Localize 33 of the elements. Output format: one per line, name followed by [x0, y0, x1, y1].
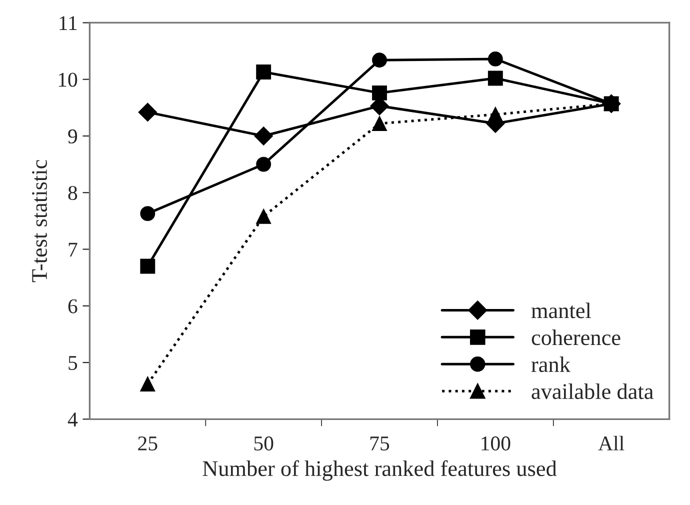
- x-tick-label: 75: [370, 436, 390, 450]
- y-tick-label: 11: [60, 16, 77, 30]
- point: [256, 64, 272, 80]
- x-axis-title: Number of highest ranked features used: [202, 460, 557, 481]
- point: [138, 102, 158, 122]
- y-tick-label: 4: [68, 412, 78, 426]
- point: [488, 107, 503, 122]
- point: [256, 156, 272, 172]
- y-axis-title: T-test statistic: [32, 160, 47, 282]
- point: [256, 208, 272, 224]
- point: [140, 206, 156, 222]
- point: [372, 116, 387, 131]
- y-tick-label: 6: [68, 299, 78, 314]
- point: [140, 258, 156, 274]
- legend-label: mantel: [531, 302, 591, 318]
- y-tick-label: 7: [68, 242, 78, 256]
- point: [372, 52, 387, 68]
- y-tick-label: 10: [58, 72, 78, 87]
- x-tick-label: All: [598, 436, 624, 450]
- legend-label: coherence: [532, 330, 620, 346]
- point: [372, 85, 387, 100]
- point: [488, 70, 503, 86]
- legend-label: rank: [531, 356, 570, 372]
- y-tick-label: 5: [68, 356, 78, 370]
- point: [254, 126, 273, 146]
- x-tick-label: 50: [254, 436, 274, 450]
- point: [488, 52, 503, 66]
- y-tick-label: 9: [68, 129, 78, 144]
- point: [140, 376, 156, 392]
- x-tick-label: 25: [138, 436, 158, 450]
- legend-label: available data: [532, 383, 654, 400]
- y-tick-label: 8: [68, 186, 78, 200]
- x-tick-label: 100: [482, 436, 510, 450]
